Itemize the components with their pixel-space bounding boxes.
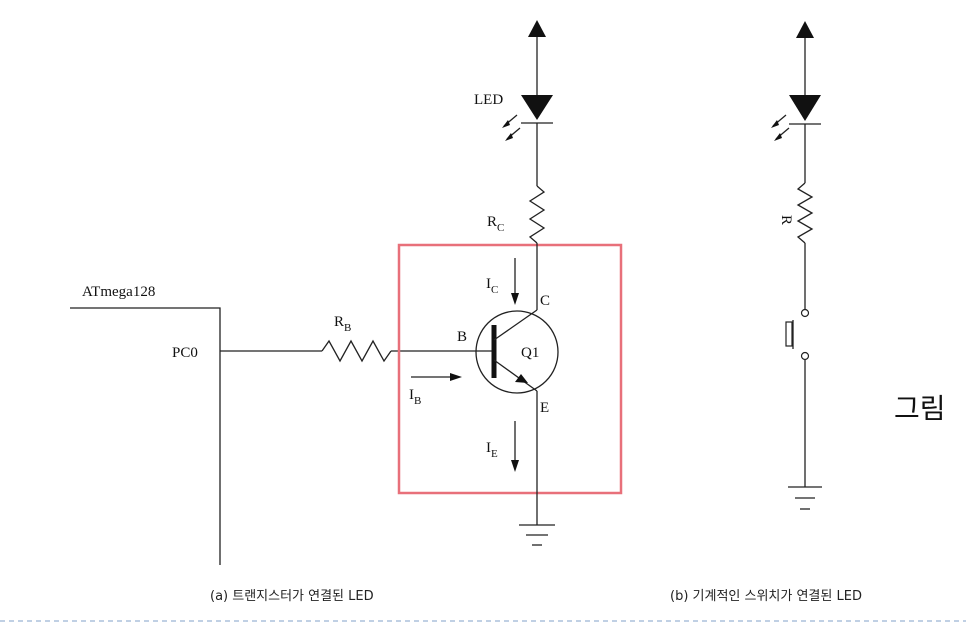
b-light-emission-icon — [771, 114, 790, 141]
transistor-label: Q1 — [521, 345, 539, 361]
resistor-rc — [528, 185, 546, 244]
ic-arrow-icon — [511, 258, 519, 305]
led-label: LED — [474, 92, 503, 108]
light-emission-icon — [502, 114, 521, 141]
caption-a: (a) 트랜지스터가 연결된 LED — [210, 589, 374, 604]
b-switch-contact-bottom — [800, 351, 810, 361]
ib-label: IB — [409, 387, 421, 407]
collector-label: C — [540, 293, 550, 309]
b-switch-button-icon — [785, 321, 793, 347]
emitter-arrow-icon — [515, 374, 528, 383]
emitter-label: E — [540, 400, 549, 416]
b-resistor — [796, 182, 814, 244]
ib-arrow-icon — [411, 373, 462, 381]
mcu-outline — [70, 307, 221, 565]
b-led-triangle-icon — [789, 95, 821, 121]
ic-label: IC — [486, 276, 498, 296]
ie-label: IE — [486, 440, 498, 460]
transistor-circle — [475, 310, 559, 394]
b-vcc-arrow-icon — [796, 21, 814, 38]
caption-b: (b) 기계적인 스위치가 연결된 LED — [670, 589, 862, 604]
b-switch-contact-top — [800, 308, 810, 318]
ground-icon — [519, 524, 555, 546]
rc-label: RC — [487, 214, 504, 234]
led-triangle-icon — [521, 95, 553, 120]
pin-label: PC0 — [172, 345, 198, 361]
rb-label: RB — [334, 314, 351, 334]
base-label: B — [457, 329, 467, 345]
mcu-label: ATmega128 — [82, 284, 155, 300]
b-resistor-label: R — [778, 215, 794, 225]
transistor-collector-line — [493, 309, 538, 341]
side-heading-text: 그림 — [894, 392, 946, 425]
b-ground-icon — [788, 486, 822, 510]
resistor-rb — [321, 339, 392, 363]
transistor-highlight-box — [397, 243, 623, 495]
transistor-emitter-line — [493, 359, 538, 392]
vcc-arrow-icon — [528, 20, 546, 37]
ie-arrow-icon — [511, 421, 519, 472]
